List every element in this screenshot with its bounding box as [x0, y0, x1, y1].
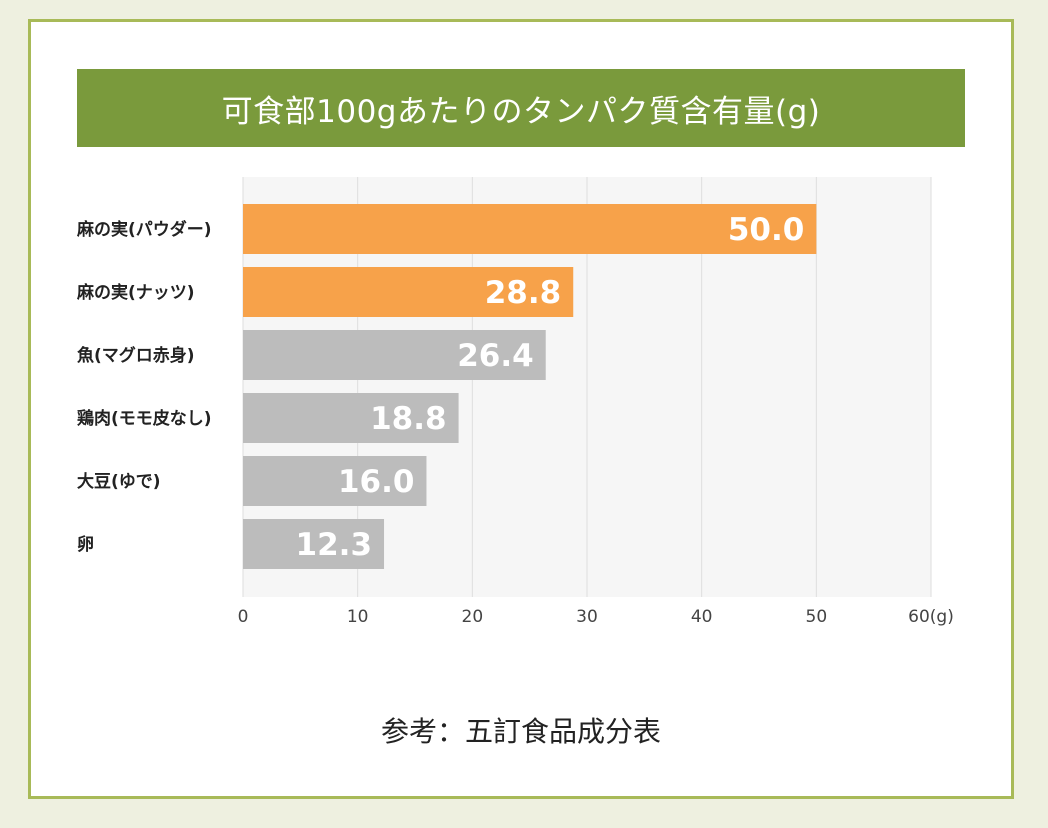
data-label: 50.0 [728, 212, 805, 248]
chart-card: 可食部100gあたりのタンパク質含有量(g) 麻の実(パウダー) 麻の実(ナッツ)… [28, 19, 1014, 799]
data-label: 26.4 [457, 338, 534, 374]
category-label: 魚(マグロ赤身) [77, 345, 195, 366]
value-labels: 50.0 28.8 26.4 18.8 16.0 12.3 [296, 212, 805, 563]
x-tick-label: 50 [806, 607, 828, 627]
x-tick-label: 20 [462, 607, 484, 627]
category-labels: 麻の実(パウダー) 麻の実(ナッツ) 魚(マグロ赤身) 鶏肉(モモ皮なし) 大豆(ゆで)… [76, 219, 212, 555]
bar [243, 393, 459, 443]
x-tick-label: 30 [576, 607, 598, 627]
chart-title: 可食部100gあたりのタンパク質含有量(g) [221, 93, 821, 130]
x-tick-label: 60(g) [908, 607, 954, 627]
bars [243, 204, 817, 569]
x-tick-label: 10 [347, 607, 369, 627]
category-label: 麻の実(ナッツ) [76, 282, 195, 303]
source-note: 参考：五訂食品成分表 [380, 715, 661, 748]
bar [243, 267, 574, 317]
category-label: 麻の実(パウダー) [76, 219, 212, 240]
data-label: 12.3 [296, 527, 373, 563]
data-label: 16.0 [338, 464, 415, 500]
bar [243, 519, 385, 569]
category-label: 卵 [77, 534, 94, 555]
data-label: 18.8 [370, 401, 447, 437]
category-label: 鶏肉(モモ皮なし) [77, 408, 212, 429]
x-tick-label: 0 [238, 607, 249, 627]
bar [243, 330, 546, 380]
x-tick-labels: 0 10 20 30 40 50 60(g) [238, 607, 954, 627]
bar [243, 204, 817, 254]
x-tick-label: 40 [691, 607, 713, 627]
bar-chart: 麻の実(パウダー) 麻の実(ナッツ) 魚(マグロ赤身) 鶏肉(モモ皮なし) 大豆(ゆで)… [76, 177, 954, 627]
category-label: 大豆(ゆで) [77, 471, 161, 492]
data-label: 28.8 [485, 275, 562, 311]
bar [243, 456, 427, 506]
chart-title-bar: 可食部100gあたりのタンパク質含有量(g) [77, 69, 965, 147]
